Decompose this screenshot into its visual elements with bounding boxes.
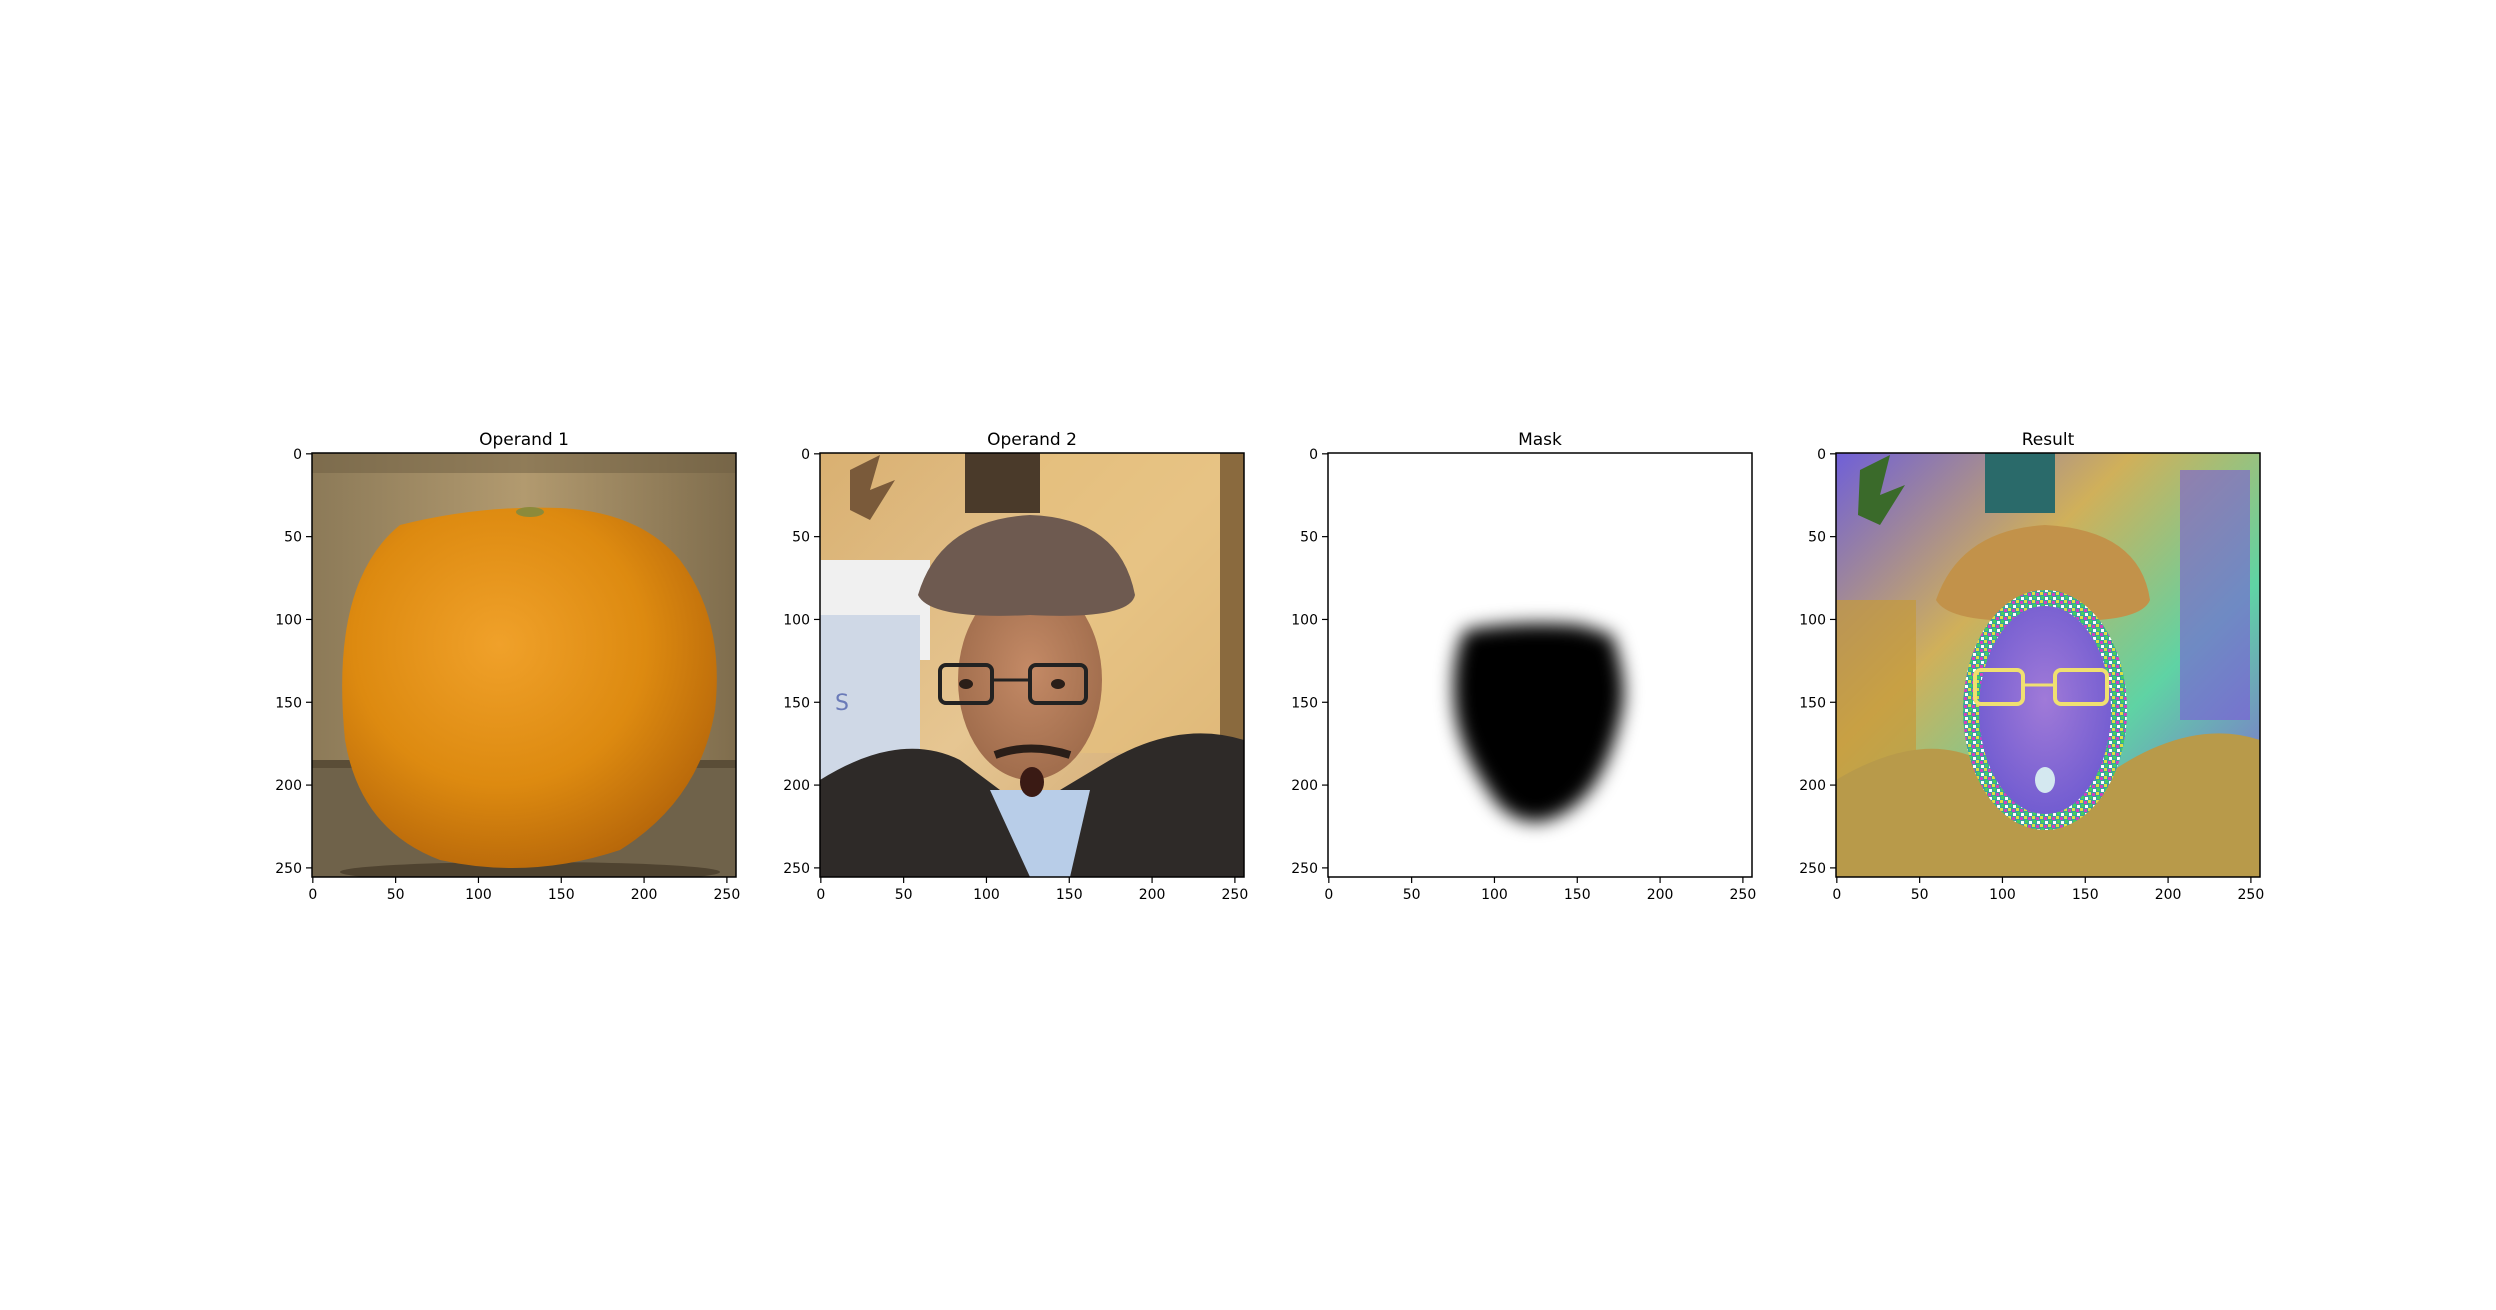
y-tick-label: 50 [792,530,810,546]
x-tick-label: 200 [1647,887,1674,903]
mask-image [1328,453,1752,877]
x-tick-label: 150 [2072,887,2099,903]
axes-frame [1327,452,1753,878]
panel-result: Result [1835,430,2261,878]
x-tick-label: 200 [631,887,658,903]
y-tick-label: 250 [783,861,810,877]
y-tick-label: 200 [783,778,810,794]
x-tick-label: 50 [1403,887,1421,903]
x-tick-label: 50 [387,887,405,903]
operand-1-image [312,453,736,877]
y-tick-label: 250 [1799,861,1826,877]
y-tick-label: 50 [1300,530,1318,546]
axis-ticks: 0 50 100 150 200 250 0 50 100 150 200 250 0 50 100 150 2… [275,447,2264,903]
panel-title: Result [2022,430,2075,450]
operand-2-image: S [820,453,1244,877]
x-tick-label: 150 [1056,887,1083,903]
whiteboard-scribble: S [835,691,849,716]
result-image [1836,453,2260,877]
y-tick-label: 200 [1799,778,1826,794]
y-tick-label: 150 [1799,695,1826,711]
panel-operand-2: Operand 2 S [819,430,1245,878]
x-tick-label: 0 [1832,887,1841,903]
y-tick-label: 100 [783,612,810,628]
x-tick-label: 150 [548,887,575,903]
x-tick-label: 0 [1324,887,1333,903]
x-tick-label: 100 [1989,887,2016,903]
y-tick-label: 200 [1291,778,1318,794]
y-tick-label: 0 [1309,447,1318,463]
panel-title: Mask [1518,430,1562,450]
y-tick-label: 150 [275,695,302,711]
x-tick-label: 250 [1730,887,1757,903]
x-tick-label: 50 [1911,887,1929,903]
x-tick-label: 100 [973,887,1000,903]
y-tick-label: 250 [1291,861,1318,877]
axes-frame [311,452,737,878]
x-tick-label: 100 [1481,887,1508,903]
y-tick-label: 100 [1291,612,1318,628]
x-tick-label: 150 [1564,887,1591,903]
y-tick-label: 0 [801,447,810,463]
axes-frame [1835,452,2261,878]
x-tick-label: 200 [2155,887,2182,903]
y-tick-label: 150 [1291,695,1318,711]
x-tick-label: 250 [2238,887,2265,903]
panel-title: Operand 2 [987,430,1077,450]
y-tick-label: 200 [275,778,302,794]
panel-title: Operand 1 [479,430,569,450]
y-tick-label: 50 [1808,530,1826,546]
x-tick-label: 0 [816,887,825,903]
panel-mask: Mask [1327,430,1753,878]
panel-operand-1: Operand 1 [311,430,737,878]
y-tick-label: 100 [1799,612,1826,628]
y-tick-label: 100 [275,612,302,628]
x-tick-label: 0 [308,887,317,903]
x-tick-label: 250 [1222,887,1249,903]
y-tick-label: 0 [1817,447,1826,463]
x-tick-label: 100 [465,887,492,903]
y-tick-label: 50 [284,530,302,546]
axes-frame [819,452,1245,878]
y-tick-label: 150 [783,695,810,711]
y-tick-label: 250 [275,861,302,877]
x-tick-label: 50 [895,887,913,903]
y-tick-label: 0 [293,447,302,463]
x-tick-label: 200 [1139,887,1166,903]
x-tick-label: 250 [714,887,741,903]
